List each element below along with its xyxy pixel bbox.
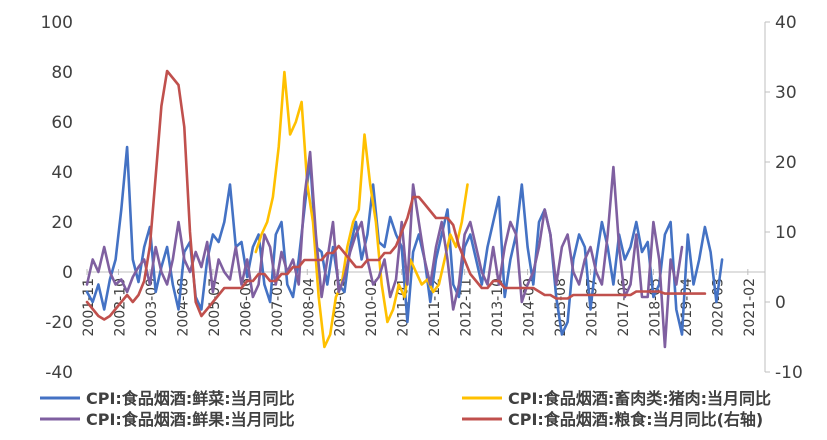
y-left-tick-label: 80 (51, 63, 73, 83)
legend-label-2: CPI:食品烟酒:畜肉类:猪肉:当月同比 (508, 389, 771, 408)
legend-label-4: CPI:食品烟酒:粮食:当月同比(右轴) (508, 410, 763, 429)
x-tick-label: 2002-10 (112, 278, 128, 337)
y-left-tick-label: -20 (45, 313, 73, 333)
y-left-tick-label: 20 (51, 213, 73, 233)
y-right-tick-label: -10 (775, 363, 803, 383)
y-left-tick-label: 100 (41, 13, 73, 33)
x-tick-label: 2008-04 (301, 278, 317, 337)
series-line-4 (85, 69, 707, 321)
y-right-tick-label: 30 (775, 83, 797, 103)
series-line-3 (85, 150, 684, 349)
x-tick-label: 2006-06 (238, 278, 254, 337)
y-right-tick-label: 40 (775, 13, 797, 33)
x-tick-label: 2021-02 (742, 278, 758, 337)
y-left-tick-label: 40 (51, 163, 73, 183)
x-tick-label: 2013-10 (490, 278, 506, 337)
legend: CPI:食品烟酒:鲜菜:当月同比 CPI:食品烟酒:畜肉类:猪肉:当月同比 CPI:… (40, 389, 771, 429)
y-left-tick-label: -40 (45, 363, 73, 383)
series-layer (85, 69, 724, 349)
y-right-tick-label: 20 (775, 153, 797, 173)
y-left-tick-label: 60 (51, 113, 73, 133)
y-left-tick-label: 0 (62, 263, 73, 283)
y-right-tick-label: 0 (775, 293, 786, 313)
x-tick-label: 2012-11 (459, 278, 475, 337)
x-tick-label: 2001-11 (81, 278, 97, 337)
x-tick-label: 2010-02 (364, 278, 380, 337)
legend-label-1: CPI:食品烟酒:鲜菜:当月同比 (86, 389, 295, 408)
series-line-2 (254, 70, 469, 349)
x-tick-label: 2007-05 (270, 278, 286, 337)
legend-label-3: CPI:食品烟酒:鲜果:当月同比 (86, 410, 295, 429)
y-right-tick-label: 10 (775, 223, 797, 243)
